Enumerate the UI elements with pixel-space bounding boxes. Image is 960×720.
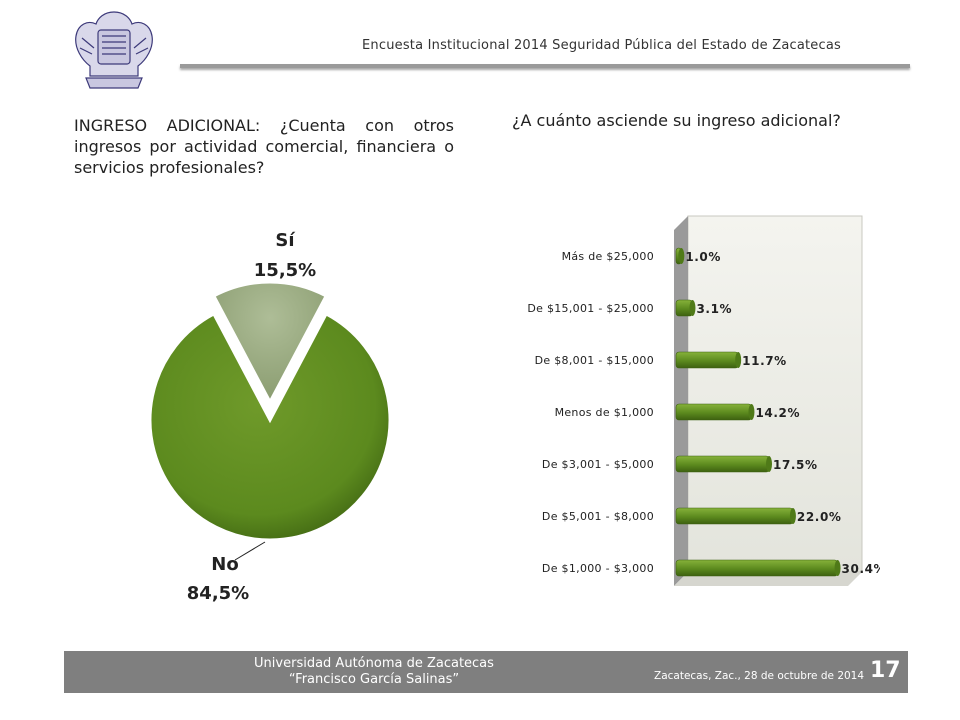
university-logo bbox=[75, 11, 153, 89]
bar-category-label: De $1,000 - $3,000 bbox=[542, 562, 654, 575]
bar bbox=[675, 351, 739, 369]
header-divider bbox=[180, 64, 910, 68]
bar-value-label: 30.4% bbox=[842, 562, 880, 576]
bar-end-cap bbox=[735, 352, 742, 368]
bar-category-label: De $5,001 - $8,000 bbox=[542, 510, 654, 523]
pie-slice-no bbox=[148, 311, 392, 542]
bar bbox=[675, 455, 770, 473]
pie-leader-line bbox=[234, 541, 266, 561]
bar-category-label: Menos de $1,000 bbox=[555, 406, 654, 419]
bar bbox=[675, 403, 752, 421]
bar-category-label: De $8,001 - $15,000 bbox=[535, 354, 654, 367]
bar-end-cap bbox=[789, 508, 796, 524]
pie-value-label-si: 15,5% bbox=[254, 260, 316, 281]
chart-side-wall bbox=[674, 216, 688, 586]
bar-value-label: 14.2% bbox=[755, 406, 800, 420]
bar-category-label: De $15,001 - $25,000 bbox=[527, 302, 654, 315]
bar-value-label: 11.7% bbox=[742, 354, 787, 368]
footer-university-subtitle: “Francisco García Salinas” bbox=[288, 672, 460, 687]
bar-end-cap bbox=[689, 300, 696, 316]
bar bbox=[675, 507, 794, 525]
bar-category-label: De $3,001 - $5,000 bbox=[542, 458, 654, 471]
bar-end-cap bbox=[766, 456, 772, 472]
question-additional-income: INGRESO ADICIONAL: ¿Cuenta con otros ing… bbox=[74, 116, 454, 177]
pie-slice-si bbox=[211, 280, 329, 406]
bar-value-label: 1.0% bbox=[685, 250, 721, 264]
page-number: 17 bbox=[870, 658, 901, 683]
pie-category-label-no: No bbox=[211, 554, 238, 575]
footer-bar: Universidad Autónoma de Zacatecas “Franc… bbox=[64, 651, 908, 693]
header-title: Encuesta Institucional 2014 Seguridad Pú… bbox=[362, 38, 841, 53]
question-income-amount: ¿A cuánto asciende su ingreso adicional? bbox=[512, 111, 841, 130]
bar-chart: Más de $25,000 De $15,001 - $25,000 De $8,… bbox=[527, 215, 880, 586]
bar-category-label: Más de $25,000 bbox=[562, 250, 654, 263]
bar-end-cap bbox=[748, 404, 755, 420]
footer-university-name: Universidad Autónoma de Zacatecas bbox=[254, 656, 494, 671]
pie-value-label-no: 84,5% bbox=[187, 583, 249, 604]
bar bbox=[675, 559, 838, 577]
bar-end-cap bbox=[678, 248, 685, 264]
pie-category-label-si: Sí bbox=[275, 230, 295, 251]
footer-date: Zacatecas, Zac., 28 de octubre de 2014 bbox=[654, 670, 865, 682]
bar-value-label: 17.5% bbox=[773, 458, 818, 472]
bar-value-label: 3.1% bbox=[696, 302, 732, 316]
bar-value-label: 22.0% bbox=[797, 510, 842, 524]
bar-end-cap bbox=[834, 560, 841, 576]
pie-chart: Sí 15,5% No 84,5% bbox=[148, 230, 392, 604]
